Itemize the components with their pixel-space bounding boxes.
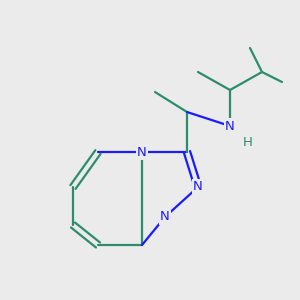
Text: N: N: [193, 181, 203, 194]
Text: N: N: [137, 146, 147, 158]
Text: N: N: [225, 119, 235, 133]
Text: N: N: [160, 211, 170, 224]
Text: H: H: [243, 136, 253, 148]
